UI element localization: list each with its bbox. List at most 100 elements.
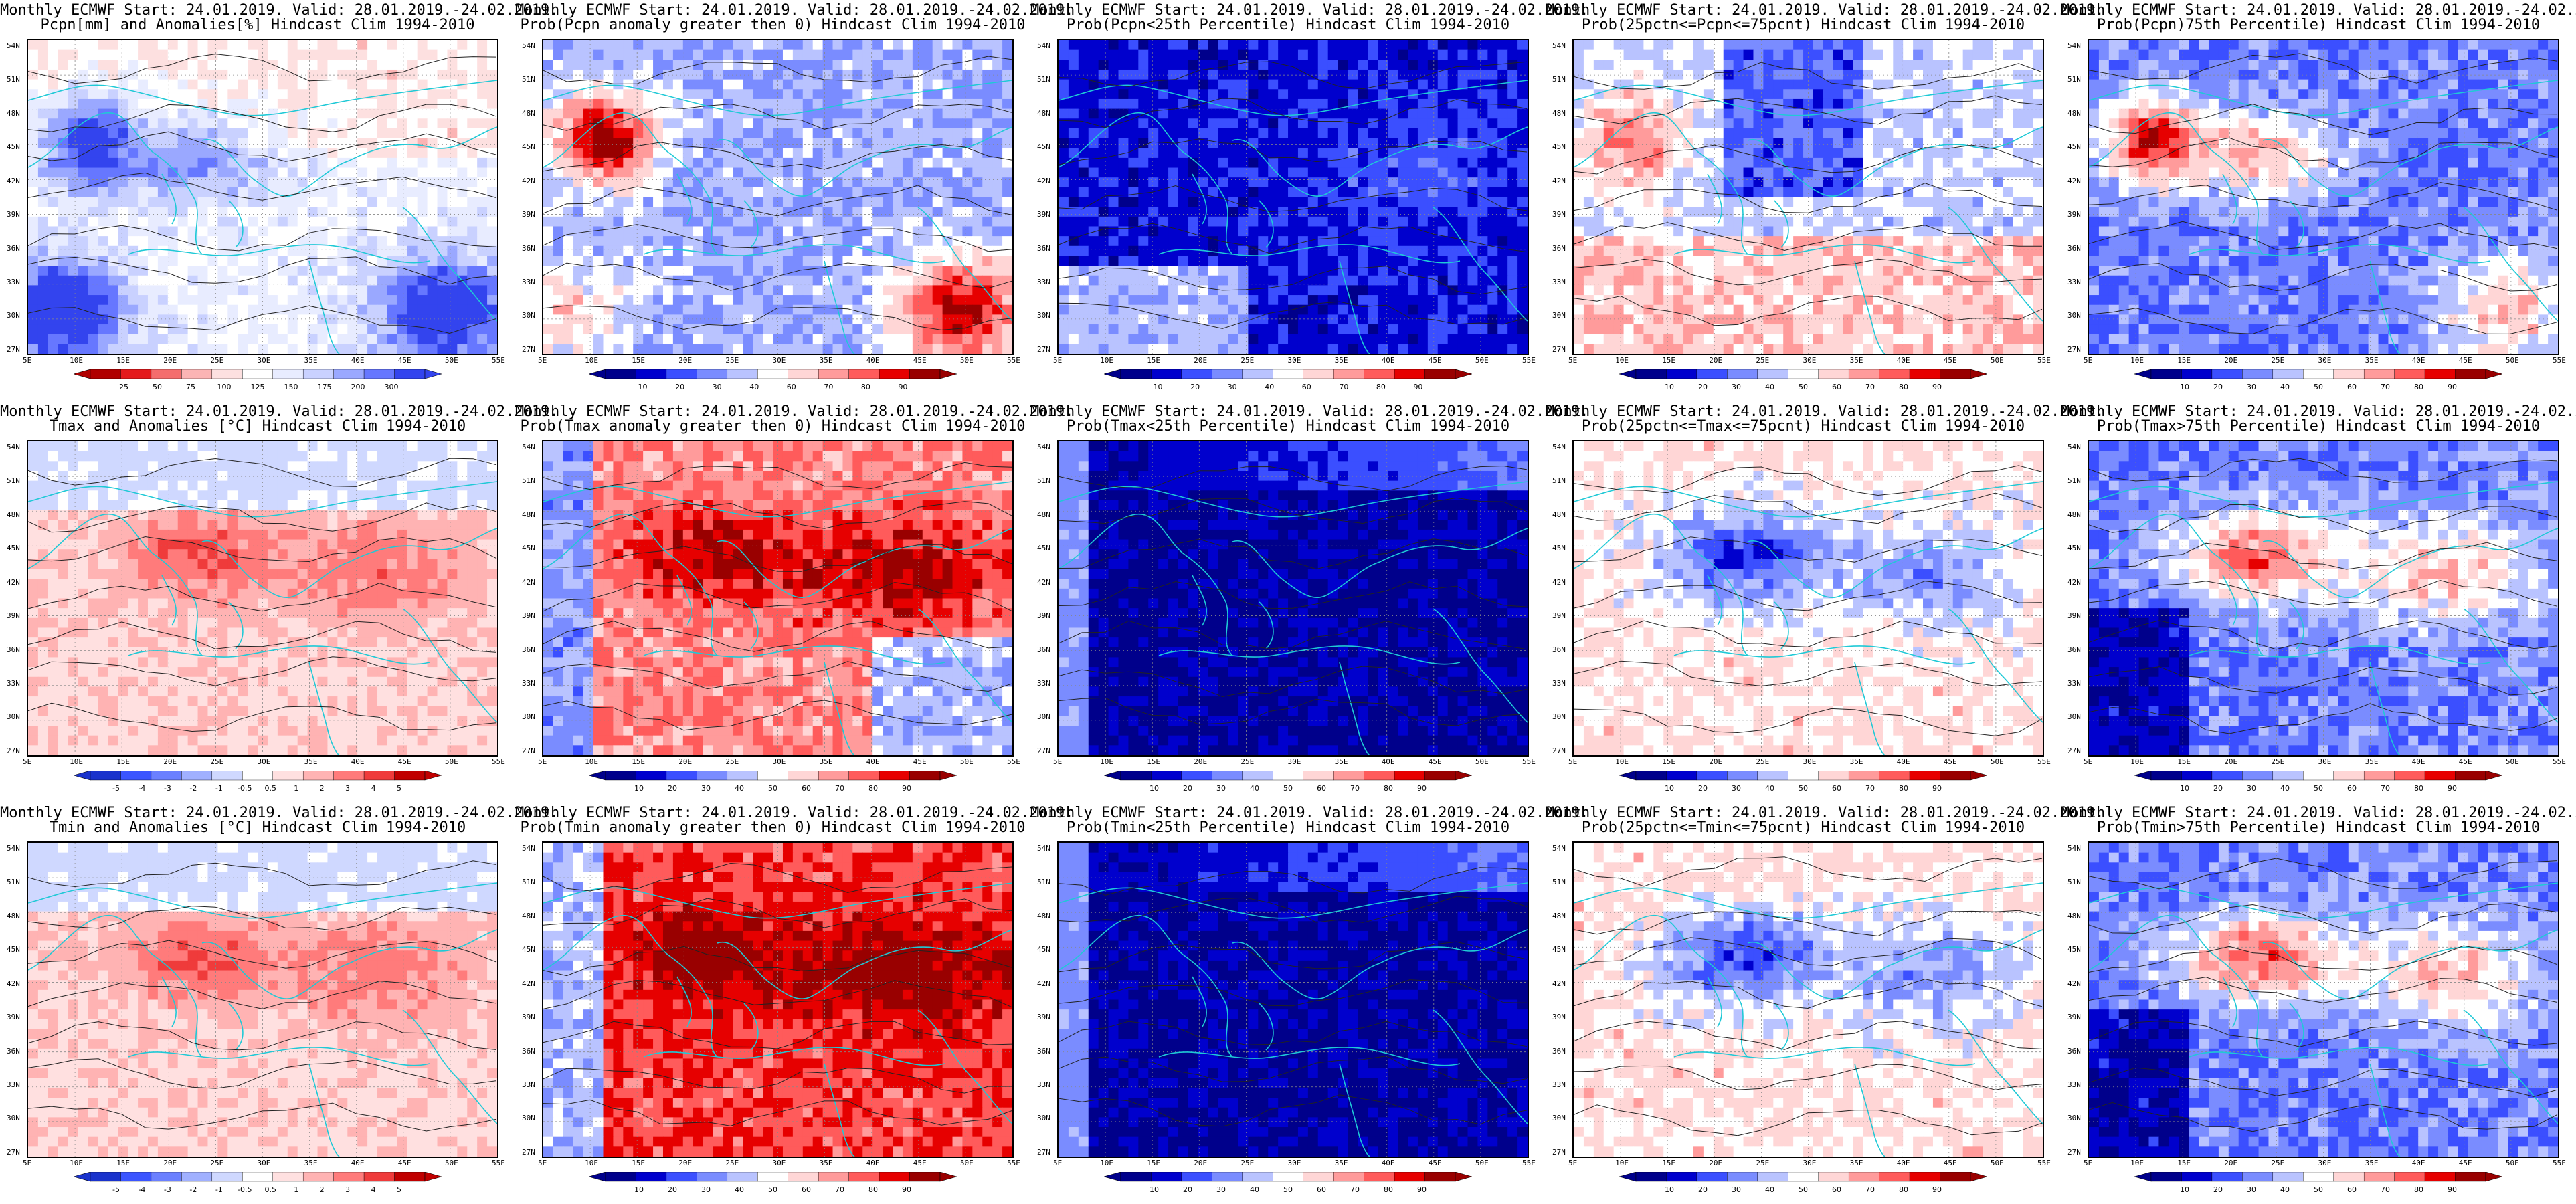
longitude-label: 10E (2130, 356, 2144, 365)
longitude-label: 55E (492, 1159, 505, 1167)
latitude-label: 33N (7, 679, 20, 688)
colorbar-tick-label: 3 (345, 784, 350, 793)
latitude-label: 36N (522, 1047, 535, 1056)
colorbar-arrow-high (2485, 369, 2504, 379)
forecast-map-panel: Monthly ECMWF Start: 24.01.2019. Valid: … (1546, 803, 2104, 1204)
longitude-label: 5E (538, 757, 547, 766)
colorbar-swatch (90, 1171, 121, 1182)
longitude-label: 35E (1335, 356, 1348, 365)
longitude-label: 20E (163, 1159, 177, 1167)
colorbar-tick-label: 40 (735, 784, 744, 793)
longitude-label: 45E (2459, 757, 2472, 766)
longitude-label: 55E (1007, 757, 1020, 766)
colorbar-swatch (1788, 369, 1819, 379)
longitude-label: 15E (632, 757, 645, 766)
colorbar-swatch (788, 770, 819, 781)
longitude-label: 45E (1944, 356, 1957, 365)
longitude-label: 55E (1522, 757, 1536, 766)
latitude-label: 48N (7, 912, 20, 920)
longitude-label: 30E (2318, 356, 2332, 365)
colorbar-swatch (2242, 770, 2274, 781)
colorbar-swatch (1273, 770, 1303, 781)
latitude-label: 48N (1552, 510, 1566, 519)
longitude-label: 55E (1007, 356, 1020, 365)
colorbar-swatch (1333, 1171, 1364, 1182)
colorbar-tick-label: 80 (868, 1185, 878, 1194)
colorbar-swatch (1696, 770, 1728, 781)
longitude-label: 15E (116, 356, 130, 365)
latitude-label: 33N (1037, 679, 1050, 688)
colorbar-tick-label: 3 (345, 1185, 350, 1194)
latitude-label: 36N (2067, 645, 2081, 654)
latitude-label: 48N (522, 109, 535, 118)
colorbar-swatch (2455, 1171, 2486, 1182)
colorbar-swatch (151, 1171, 182, 1182)
colorbar-swatch (2363, 770, 2395, 781)
colorbar-tick-label: 40 (1765, 1185, 1774, 1194)
colorbar-tick-label: 0.5 (264, 784, 276, 793)
longitude-label: 40E (866, 757, 880, 766)
colorbar-tick-label: 50 (2314, 383, 2323, 391)
latitude-label: 39N (1037, 210, 1050, 219)
longitude-label: 15E (1662, 757, 1675, 766)
latitude-label: 48N (1037, 109, 1050, 118)
colorbar-swatch (2394, 369, 2425, 379)
colorbar-swatch (1666, 1171, 1697, 1182)
longitude-label: 15E (2177, 757, 2191, 766)
longitude-label: 25E (210, 757, 223, 766)
forecast-map-panel: Monthly ECMWF Start: 24.01.2019. Valid: … (2061, 803, 2576, 1204)
colorbar-tick-label: 40 (1250, 1185, 1259, 1194)
colorbar-tick-label: 60 (1832, 1185, 1841, 1194)
longitude-label: 45E (2459, 356, 2472, 365)
colorbar-swatch (727, 1171, 758, 1182)
colorbar-tick-label: 40 (1265, 383, 1274, 391)
colorbar-tick-label: 4 (371, 784, 376, 793)
colorbar-tick-label: 90 (2448, 383, 2457, 391)
latitude-label: 45N (7, 945, 20, 954)
map-field (1572, 440, 2044, 757)
latitude-label: 30N (7, 1114, 20, 1122)
longitude-label: 55E (2553, 757, 2566, 766)
colorbar-swatch (1212, 1171, 1243, 1182)
colorbar-arrow-high (939, 770, 958, 781)
colorbar-tick-label: 30 (1732, 784, 1741, 793)
latitude-label: 54N (1552, 443, 1566, 452)
latitude-label: 54N (522, 443, 535, 452)
latitude-label: 39N (1552, 210, 1566, 219)
longitude-label: 15E (632, 356, 645, 365)
colorbar-tick-label: 50 (1283, 1185, 1293, 1194)
colorbar-legend: 10 20 30 40 50 60 70 80 90 (1618, 770, 1989, 797)
latitude-label: 27N (1037, 345, 1050, 354)
colorbar-swatch (242, 770, 273, 781)
map-field (27, 440, 498, 757)
colorbar-tick-label: 70 (1865, 1185, 1875, 1194)
colorbar-swatch (1666, 770, 1697, 781)
latitude-label: 51N (1552, 878, 1566, 886)
colorbar-arrow-high (939, 1171, 958, 1182)
colorbar-tick-label: 90 (1932, 383, 1942, 391)
colorbar-swatch (909, 770, 941, 781)
colorbar-tick-label: 70 (1865, 784, 1875, 793)
map-field (2088, 440, 2559, 757)
colorbar-tick-label: 25 (119, 383, 128, 391)
colorbar-swatch (636, 369, 667, 379)
panel-title-line2: Prob(Tmax>75th Percentile) Hindcast Clim… (2061, 419, 2576, 435)
colorbar-tick-label: 75 (186, 383, 195, 391)
colorbar-swatch (1151, 369, 1182, 379)
latitude-label: 30N (522, 311, 535, 320)
colorbar-swatch (211, 369, 243, 379)
latitude-label: 54N (2067, 41, 2081, 50)
colorbar-arrow-low (1618, 369, 1637, 379)
colorbar-tick-label: 30 (1216, 1185, 1226, 1194)
colorbar-swatch (697, 369, 728, 379)
colorbar-tick-label: 125 (251, 383, 265, 391)
longitude-label: 25E (725, 356, 739, 365)
colorbar-tick-label: 70 (824, 383, 833, 391)
longitude-label: 40E (2412, 1159, 2425, 1167)
longitude-label: 30E (773, 356, 786, 365)
latitude-label: 48N (522, 510, 535, 519)
colorbar-swatch (1212, 770, 1243, 781)
latitude-label: 42N (1552, 578, 1566, 587)
colorbar-tick-label: 80 (1384, 1185, 1393, 1194)
colorbar-tick-label: 40 (1765, 383, 1774, 391)
